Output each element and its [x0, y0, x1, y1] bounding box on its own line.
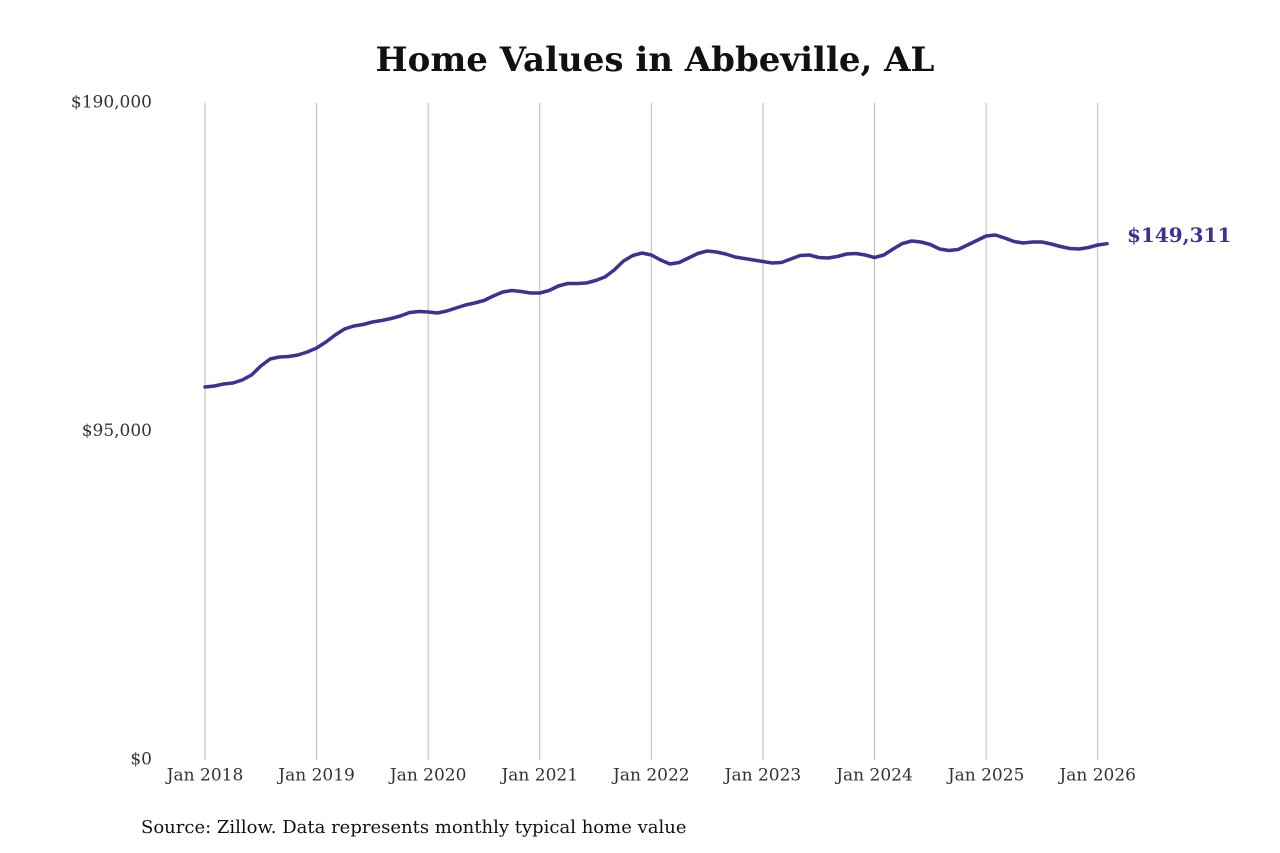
x-tick-label: Jan 2021	[499, 766, 578, 786]
x-tick-label: Jan 2018	[165, 766, 244, 786]
x-tick-label: Jan 2026	[1057, 766, 1136, 786]
line	[203, 233, 1109, 389]
x-tick-label: Jan 2025	[946, 766, 1025, 786]
source-note: Source: Zillow. Data represents monthly …	[141, 817, 687, 838]
x-tick-label: Jan 2023	[723, 766, 802, 786]
x-tick-label: Jan 2020	[388, 766, 467, 786]
y-tick-label: $190,000	[71, 93, 152, 113]
x-tick-label: Jan 2024	[834, 766, 913, 786]
x-tick-label: Jan 2022	[611, 766, 690, 786]
chart-title: Home Values in Abbeville, AL	[376, 40, 935, 80]
value-label: $149,311	[1127, 223, 1231, 247]
y-tick-label: $0	[130, 750, 152, 770]
x-tick-label: Jan 2019	[276, 766, 355, 786]
y-tick-label: $95,000	[82, 421, 152, 441]
